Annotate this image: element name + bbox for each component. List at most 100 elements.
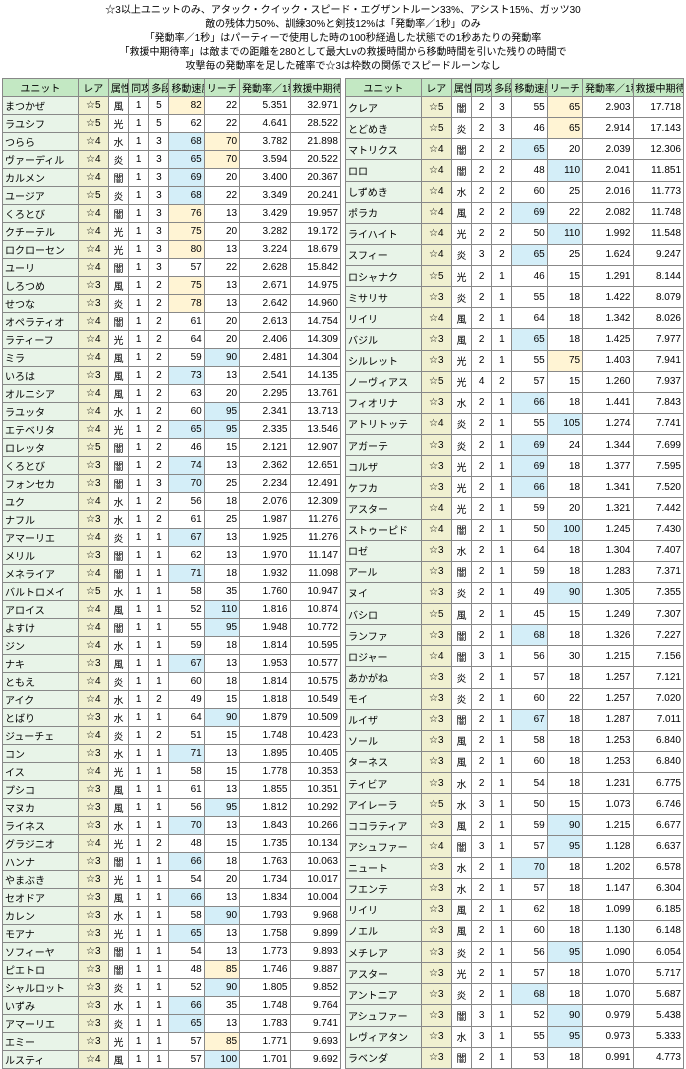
cell: 風	[108, 781, 128, 799]
table-row: カルメン☆4闇1369203.40020.367	[3, 169, 341, 187]
cell: 20	[204, 169, 239, 187]
cell: 62	[169, 115, 204, 133]
col-header: 多段	[149, 79, 169, 97]
cell: 1	[129, 781, 149, 799]
cell: 2.613	[240, 313, 290, 331]
cell: 13	[204, 277, 239, 295]
cell: ユク	[3, 493, 79, 511]
cell: ☆3	[421, 435, 451, 456]
cell: 17.718	[633, 97, 684, 118]
cell: 1	[149, 709, 169, 727]
cell: 1	[129, 349, 149, 367]
cell: ☆5	[421, 118, 451, 139]
cell: ☆3	[78, 799, 108, 817]
cell: 3	[149, 223, 169, 241]
cell: 20	[204, 313, 239, 331]
table-row: アイク☆4水1249151.81810.549	[3, 691, 341, 709]
cell: 水	[451, 540, 471, 561]
cell: 18	[547, 920, 582, 941]
cell: 1.257	[583, 667, 633, 688]
cell: 2	[149, 295, 169, 313]
cell: 1	[129, 439, 149, 457]
cell: モアナ	[3, 925, 79, 943]
cell: 60	[512, 920, 547, 941]
cell: 6.840	[633, 730, 684, 751]
cell: クチーテル	[3, 223, 79, 241]
cell: ☆3	[421, 773, 451, 794]
table-row: グラジニオ☆4光1248151.73510.134	[3, 835, 341, 853]
cell: 10.353	[290, 763, 341, 781]
cell: 水	[451, 794, 471, 815]
col-header: 救援中期待率	[290, 79, 341, 97]
cell: ラユッタ	[3, 403, 79, 421]
cell: 10.017	[290, 871, 341, 889]
cell: 2	[472, 730, 492, 751]
cell: 6.304	[633, 878, 684, 899]
cell: 2	[149, 277, 169, 295]
cell: 1.812	[240, 799, 290, 817]
cell: 13	[204, 781, 239, 799]
table-row: バシロ☆5風2145151.2497.307	[346, 604, 684, 625]
cell: 12.491	[290, 475, 341, 493]
cell: 1	[129, 547, 149, 565]
cell: 2	[472, 920, 492, 941]
table-row: コン☆3水1171131.89510.405	[3, 745, 341, 763]
cell: 10.351	[290, 781, 341, 799]
cell: ココラティア	[346, 815, 422, 836]
cell: 66	[512, 392, 547, 413]
cell: 18	[547, 540, 582, 561]
cell: 2	[472, 604, 492, 625]
cell: ライハイト	[346, 223, 422, 244]
cell: 2	[472, 97, 492, 118]
cell: 90	[547, 582, 582, 603]
cell: 1	[129, 133, 149, 151]
cell: 1	[129, 511, 149, 529]
cell: 1	[149, 1033, 169, 1051]
cell: 5.333	[633, 1026, 684, 1047]
cell: 60	[512, 181, 547, 202]
col-header: リーチ	[547, 79, 582, 97]
cell: 48	[169, 961, 204, 979]
cell: 18	[547, 878, 582, 899]
cell: 3	[149, 205, 169, 223]
cell: 57	[169, 1033, 204, 1051]
cell: 1	[149, 889, 169, 907]
cell: 6.148	[633, 920, 684, 941]
cell: 13	[204, 943, 239, 961]
cell: 20	[204, 871, 239, 889]
cell: 1	[129, 763, 149, 781]
table-row: まつかぜ☆5風1582225.35132.971	[3, 97, 341, 115]
cell: 1	[492, 773, 512, 794]
col-header: 同攻	[129, 79, 149, 97]
cell: 1	[492, 435, 512, 456]
cell: 62	[169, 547, 204, 565]
cell: 25	[204, 511, 239, 529]
cell: いずみ	[3, 997, 79, 1015]
cell: 11.098	[290, 565, 341, 583]
col-header: 多段	[492, 79, 512, 97]
cell: 56	[512, 942, 547, 963]
cell: 14.754	[290, 313, 341, 331]
cell: 闇	[451, 625, 471, 646]
cell: 18	[547, 561, 582, 582]
cell: 90	[204, 907, 239, 925]
cell: ☆3	[421, 942, 451, 963]
cell: 75	[169, 223, 204, 241]
cell: 炎	[451, 287, 471, 308]
cell: 4.773	[633, 1047, 684, 1068]
cell: 1.758	[240, 925, 290, 943]
cell: 7.699	[633, 435, 684, 456]
table-row: クレア☆5闇2355652.90317.718	[346, 97, 684, 118]
cell: 15	[204, 763, 239, 781]
cell: 1	[129, 871, 149, 889]
cell: 2	[472, 477, 492, 498]
cell: 1.760	[240, 583, 290, 601]
cell: 95	[547, 942, 582, 963]
cell: ☆3	[78, 871, 108, 889]
cell: 1.147	[583, 878, 633, 899]
cell: 1	[129, 97, 149, 115]
table-row: とばり☆3水1164901.87910.509	[3, 709, 341, 727]
cell: 18	[547, 857, 582, 878]
table-row: しずめき☆4水2260252.01611.773	[346, 181, 684, 202]
table-row: しろつめ☆3風1275132.67114.975	[3, 277, 341, 295]
